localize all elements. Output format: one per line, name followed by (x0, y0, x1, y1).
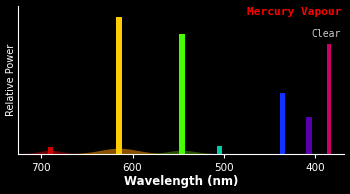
Polygon shape (327, 44, 331, 154)
Polygon shape (280, 93, 285, 154)
X-axis label: Wavelength (nm): Wavelength (nm) (124, 175, 239, 188)
Polygon shape (48, 147, 53, 154)
Text: Mercury Vapour: Mercury Vapour (247, 7, 341, 17)
Text: Clear: Clear (312, 29, 341, 39)
Y-axis label: Relative Power: Relative Power (6, 43, 15, 116)
Polygon shape (217, 146, 222, 154)
Polygon shape (178, 34, 185, 154)
Polygon shape (306, 117, 312, 154)
Polygon shape (116, 16, 122, 154)
